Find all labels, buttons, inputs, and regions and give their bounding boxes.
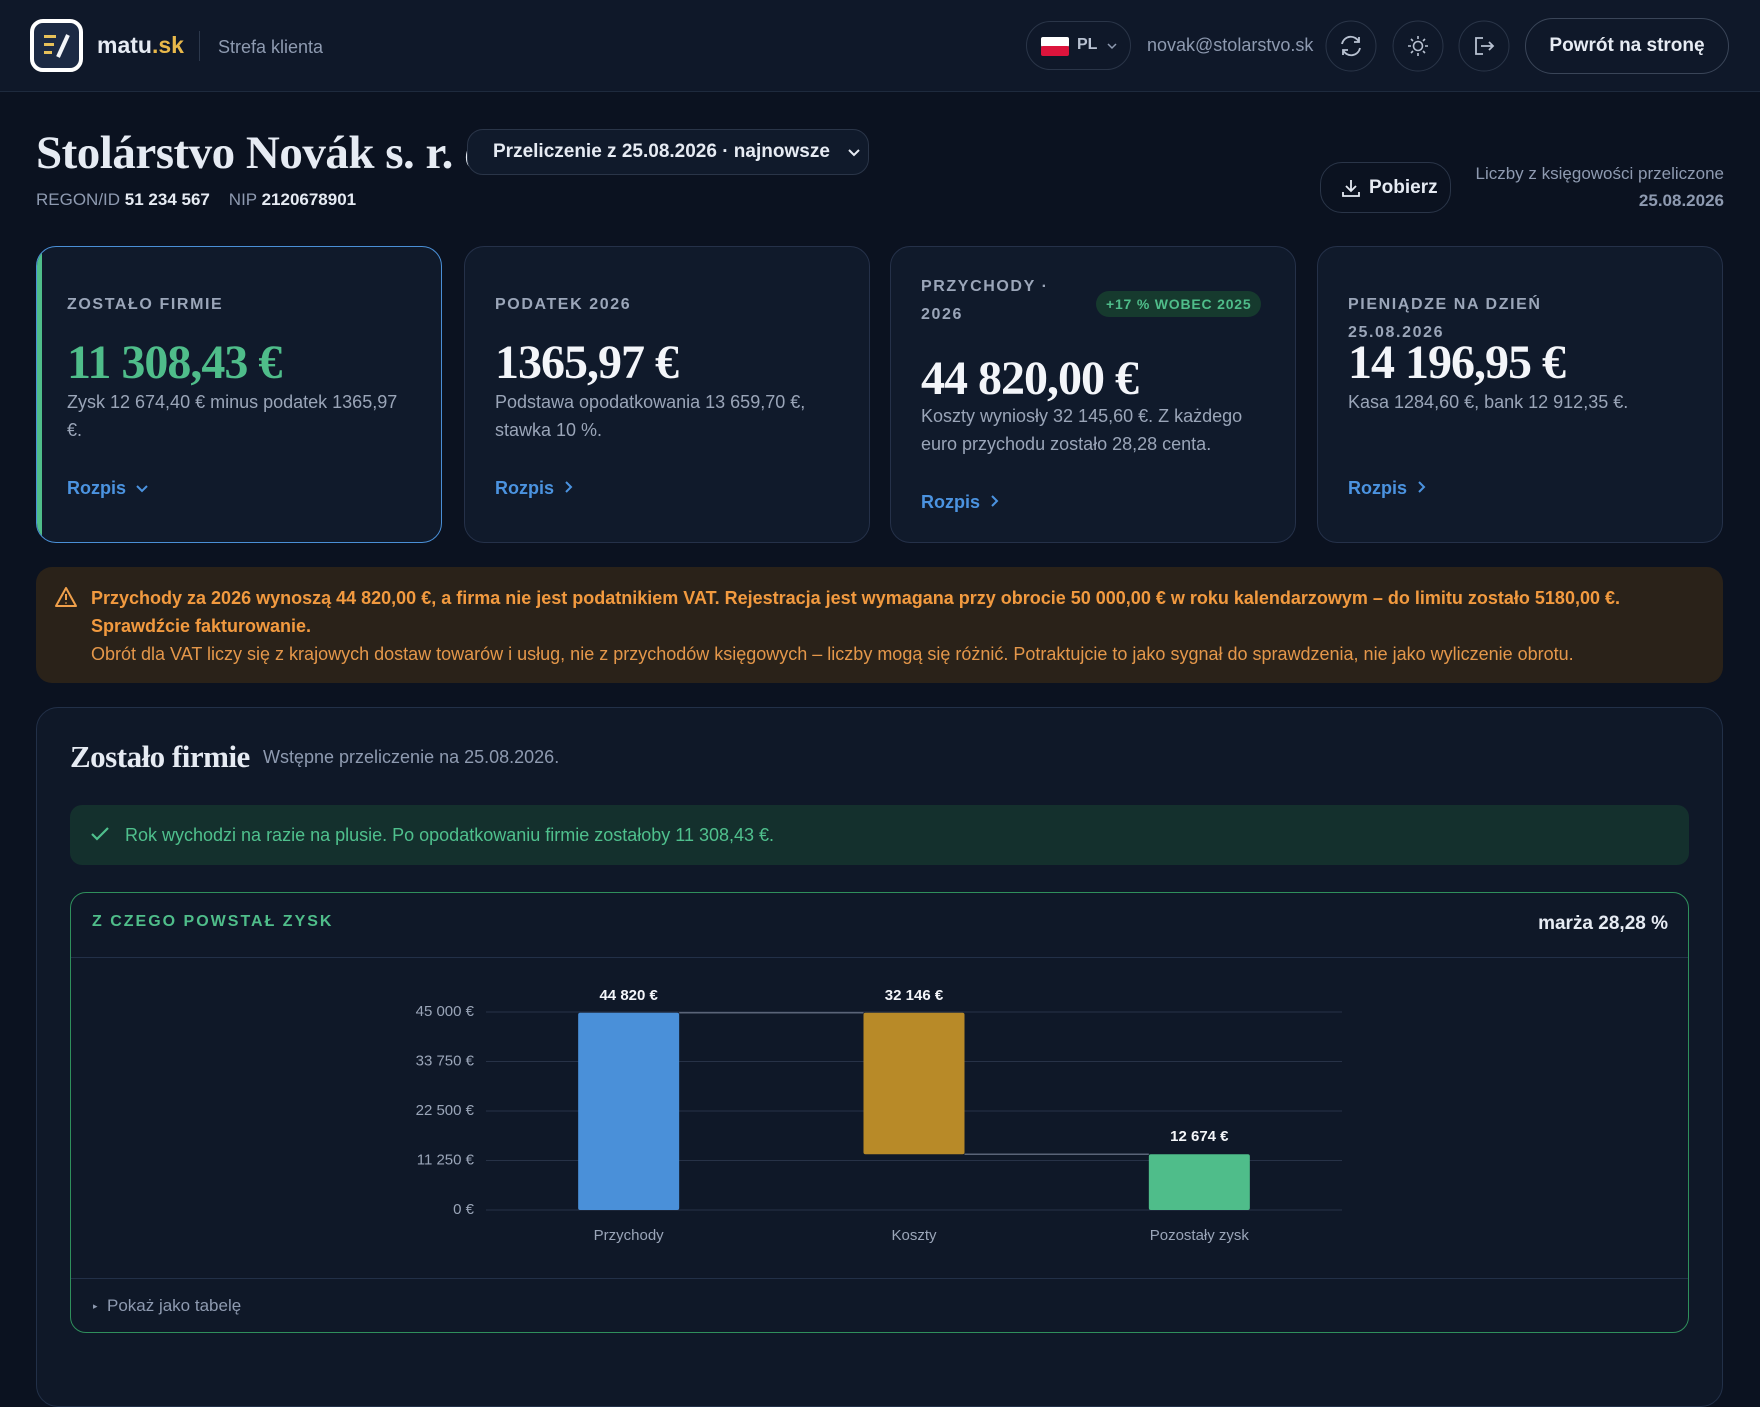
divider	[71, 1278, 1688, 1279]
card-label: PODATEK 2026	[495, 296, 632, 313]
bar	[1148, 1154, 1250, 1210]
chevron	[991, 495, 999, 507]
card-label: PRZYCHODY · 2026	[921, 278, 1049, 323]
brand: matu.sk	[97, 32, 184, 59]
breakdown-link-text: Rozpis	[921, 492, 981, 512]
section-title: Zostało firmie	[70, 739, 250, 774]
calculation-select[interactable]: Przeliczenie z 25.08.2026 · najnowsze	[467, 129, 869, 175]
language-select[interactable]: PL	[1026, 21, 1131, 70]
value-label: 44 820 €	[599, 987, 658, 1004]
company-ids: REGON/ID 51 234 567 NIP 2120678901	[36, 190, 356, 210]
chevron	[565, 481, 573, 493]
x-tick-label: Pozostały zysk	[1150, 1227, 1250, 1244]
card-description: Zysk 12 674,40 € minus podatek 1365,97 €…	[67, 392, 398, 440]
breakdown-link-text: Rozpis	[67, 478, 127, 498]
breakdown-link-text: Rozpis	[495, 478, 555, 498]
y-tick-label: 22 500 €	[416, 1102, 475, 1119]
chart-box: Z CZEGO POWSTAŁ ZYSK marża 28,28 % ▸ Pok…	[70, 892, 1689, 1333]
summary-card: ZOSTAŁO FIRMIE 11 308,43 € Zysk 12 674,40 …	[36, 246, 442, 543]
card-value: 1365,97 €	[495, 336, 679, 389]
breakdown-link[interactable]: Rozpis	[67, 478, 149, 499]
card-label: ZOSTAŁO FIRMIE	[67, 296, 224, 313]
margin: marża 28,28 %	[1538, 913, 1668, 934]
icon-buttons[interactable]	[1325, 20, 1511, 72]
success-banner: Rok wychodzi na razie na plusie. Po opod…	[70, 805, 1689, 865]
chart: 0 € 11 250 € 22 500 € 33 750 € 45 000 € 44 82…	[416, 987, 1342, 1244]
table-toggle-text: Pokaż jako tabelę	[106, 1296, 242, 1315]
warning-icon	[55, 587, 77, 607]
vat-alert: Przychody za 2026 wynoszą 44 820,00 €, a…	[36, 567, 1723, 683]
chevron	[848, 149, 860, 157]
bar	[578, 1012, 680, 1210]
regon: 51 234 567	[124, 190, 210, 209]
bar	[863, 1012, 965, 1155]
table-toggle[interactable]: ▸ Pokaż jako tabelę	[93, 1296, 242, 1315]
brand-name: matu	[97, 32, 152, 58]
back-button[interactable]: Powrót na stronę	[1525, 18, 1729, 74]
card-value: 44 820,00 €	[921, 352, 1139, 405]
section-subtitle: Wstępne przeliczenie na 25.08.2026.	[263, 747, 560, 767]
card-value: 11 308,43 €	[67, 336, 282, 389]
regon-label: REGON/ID	[36, 190, 121, 209]
alert-headline: Przychody za 2026 wynoszą 44 820,00 €, a…	[91, 588, 1620, 636]
card-description: Podstawa opodatkowania 13 659,70 €, staw…	[495, 392, 806, 440]
chart-heading: Z CZEGO POWSTAŁ ZYSK	[92, 913, 334, 930]
success-text: Rok wychodzi na razie na plusie. Po opod…	[125, 825, 775, 845]
breakdown-link-text: Rozpis	[1348, 478, 1408, 498]
y-tick-label: 33 750 €	[416, 1052, 475, 1069]
calculation-note: Liczby z księgowości przeliczone	[1475, 164, 1725, 183]
download-text: Pobierz	[1369, 177, 1438, 198]
download-icon	[1342, 180, 1360, 197]
card-badge: +17 % WOBEC 2025	[1096, 291, 1262, 317]
value-label: 32 146 €	[885, 987, 944, 1004]
download-button[interactable]: Pobierz	[1320, 162, 1451, 213]
chevron	[136, 485, 148, 493]
breakdown-link[interactable]: Rozpis	[1348, 478, 1427, 499]
email: novak@stolarstvo.sk	[1147, 35, 1314, 55]
breakdown-link[interactable]: Rozpis	[495, 478, 574, 499]
nip-label: NIP	[228, 190, 257, 209]
logo[interactable]	[30, 19, 83, 72]
calculation-select-text: Przeliczenie z 25.08.2026 · najnowsze	[493, 141, 830, 162]
y-tick-label: 11 250 €	[417, 1151, 475, 1168]
divider	[71, 957, 1688, 958]
calculation-date: 25.08.2026	[1638, 191, 1724, 210]
summary-card: PODATEK 2026 1365,97 € Podstawa opodatkowa…	[464, 246, 870, 543]
language: PL	[1077, 36, 1098, 53]
y-tick-label: 45 000 €	[416, 1003, 475, 1020]
company-name: Stolárstvo Novák s. r. o.	[36, 127, 499, 179]
divider	[199, 31, 200, 61]
summary-card: PRZYCHODY · 2026 +17 % WOBEC 2025 44 820,0…	[890, 246, 1296, 543]
card-value: 14 196,95 €	[1348, 336, 1566, 389]
nip: 2120678901	[261, 190, 357, 209]
chevron	[1418, 481, 1426, 493]
header: matu.sk Strefa klienta PL novak@stolarst…	[0, 0, 1760, 92]
x-tick-label: Koszty	[891, 1227, 937, 1244]
x-tick-label: Przychody	[594, 1227, 665, 1244]
area-label: Strefa klienta	[218, 37, 324, 57]
alert-text: Obrót dla VAT liczy się z krajowych dost…	[91, 644, 1574, 664]
card-description: Kasa 1284,60 €, bank 12 912,35 €.	[1348, 392, 1629, 412]
check-icon	[91, 827, 109, 841]
breakdown-link[interactable]: Rozpis	[921, 492, 1000, 513]
card-description: Koszty wyniosły 32 145,60 €. Z każdego e…	[921, 406, 1243, 454]
summary-card: PIENIĄDZE NA DZIEŃ 25.08.2026 14 196,95 €…	[1317, 246, 1723, 543]
accent-bar	[37, 247, 42, 542]
value-label: 12 674 €	[1170, 1128, 1229, 1145]
chevron	[1107, 43, 1117, 50]
flag	[1041, 37, 1069, 56]
brand-suffix: .sk	[151, 32, 184, 58]
y-tick-label: 0 €	[453, 1201, 475, 1218]
card-label: PIENIĄDZE NA DZIEŃ 25.08.2026	[1348, 296, 1542, 341]
